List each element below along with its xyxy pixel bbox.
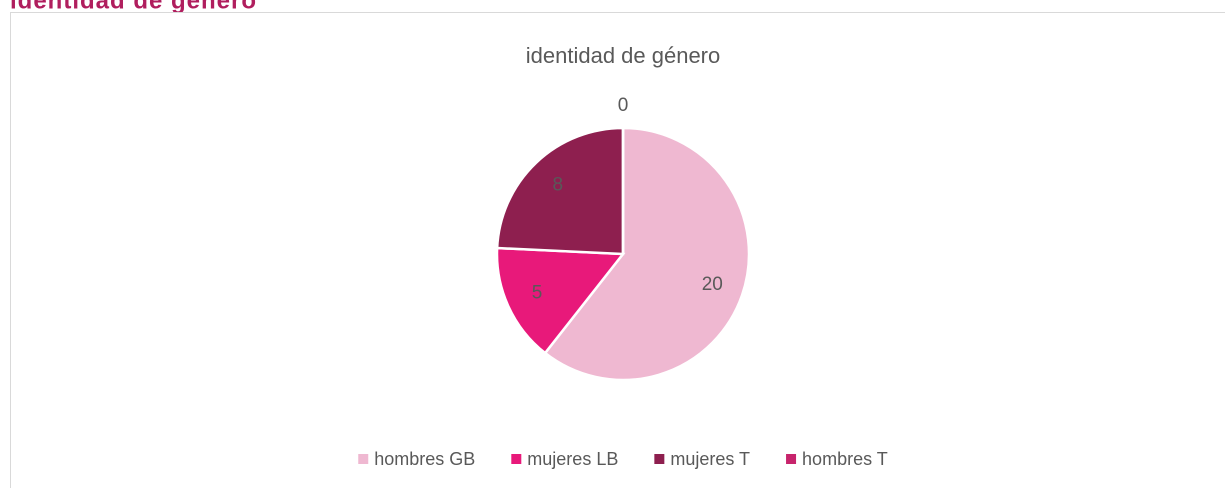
data-label: 20: [702, 274, 723, 295]
chart-title: identidad de género: [526, 43, 721, 68]
page-heading: identidad de género: [10, 0, 257, 14]
data-label: 8: [552, 175, 563, 196]
legend-swatch: [511, 454, 522, 464]
legend-label: mujeres T: [670, 449, 750, 469]
legend-swatch: [786, 454, 797, 464]
pie-slice: [495, 126, 625, 256]
legend-label: hombres T: [802, 449, 888, 469]
legend-swatch: [654, 454, 665, 464]
legend-label: mujeres LB: [527, 449, 618, 469]
pie-slice: [495, 246, 626, 355]
pie-slice: [543, 126, 751, 382]
data-label: 0: [618, 95, 629, 116]
legend-label: hombres GB: [374, 449, 475, 469]
data-label: 5: [532, 282, 543, 303]
legend-swatch: [358, 454, 369, 464]
